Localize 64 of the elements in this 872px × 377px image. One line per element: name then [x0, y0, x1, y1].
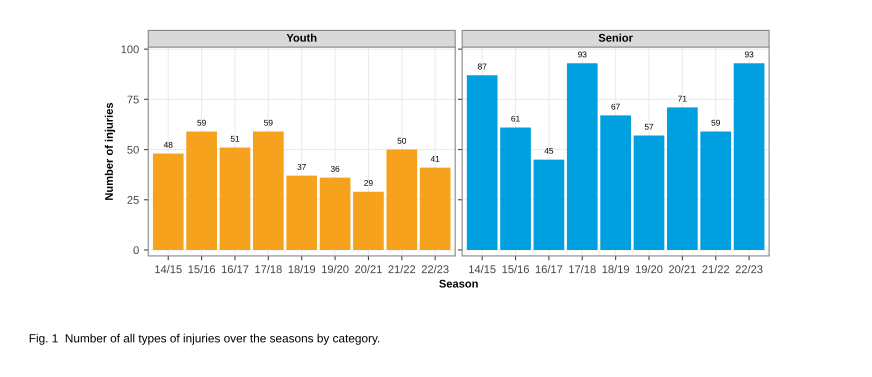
x-tick-label: 21/22: [702, 265, 730, 274]
x-tick-label: 16/17: [222, 265, 248, 274]
bar: [534, 160, 564, 250]
data-label: 59: [197, 120, 206, 126]
x-tick-label: 19/20: [636, 265, 662, 274]
bar: [734, 63, 764, 250]
x-tick-label: 20/21: [669, 265, 696, 274]
bar: [253, 131, 284, 250]
y-tick-label: 0: [133, 246, 139, 254]
data-label: 29: [364, 180, 373, 186]
data-label: 71: [678, 96, 687, 102]
bar: [667, 107, 698, 250]
y-tick-label: 100: [122, 45, 139, 54]
x-tick-label: 16/17: [536, 265, 562, 274]
data-label: 45: [544, 148, 554, 154]
bar: [420, 168, 451, 250]
bar: [634, 135, 664, 250]
x-tick-label: 21/22: [388, 265, 416, 274]
y-axis-title: Number of injuries: [104, 102, 116, 200]
x-tick-label: 14/15: [155, 265, 182, 274]
y-tick-label: 75: [127, 96, 139, 104]
data-label: 51: [230, 136, 240, 142]
x-axis-title: Season: [439, 280, 478, 288]
x-tick-label: 14/15: [469, 265, 496, 274]
data-label: 57: [644, 124, 654, 130]
bar: [386, 150, 418, 250]
caption: Fig. 1 Number of all types of injuries over the seasons by category.: [30, 334, 380, 345]
x-tick-label: 15/16: [188, 265, 216, 274]
bar: [500, 127, 531, 250]
chart-title: Youth: [286, 34, 316, 42]
data-label: 61: [511, 116, 520, 122]
bar: [353, 192, 384, 250]
data-label: 37: [297, 164, 306, 170]
x-tick-label: 17/18: [255, 265, 282, 274]
bar: [320, 178, 350, 250]
data-label: 48: [164, 142, 173, 148]
bar: [186, 131, 217, 250]
bar: [286, 176, 318, 250]
data-label: 50: [398, 138, 406, 144]
data-label: 59: [711, 120, 720, 126]
x-tick-label: 18/19: [288, 265, 316, 274]
data-label: 93: [578, 51, 587, 58]
data-label: 41: [430, 156, 440, 162]
data-label: 59: [264, 120, 273, 126]
chart-title: Senior: [598, 34, 633, 42]
bar: [600, 115, 631, 250]
data-label: 36: [330, 166, 340, 172]
x-tick-label: 15/16: [502, 265, 529, 274]
bar: [700, 131, 732, 250]
bar: [466, 75, 498, 250]
data-label: 93: [744, 51, 754, 58]
bar: [220, 148, 250, 250]
x-tick-label: 20/21: [355, 265, 382, 274]
bar: [152, 154, 184, 250]
x-tick-label: 19/20: [322, 265, 349, 274]
y-tick-label: 50: [127, 146, 139, 154]
x-tick-label: 22/23: [422, 265, 449, 274]
bar: [566, 63, 598, 250]
y-tick-label: 25: [127, 196, 139, 204]
data-label: 87: [478, 64, 486, 70]
x-tick-label: 18/19: [602, 265, 630, 274]
x-tick-label: 17/18: [569, 265, 596, 274]
x-tick-label: 22/23: [736, 265, 762, 274]
data-label: 67: [611, 104, 620, 110]
